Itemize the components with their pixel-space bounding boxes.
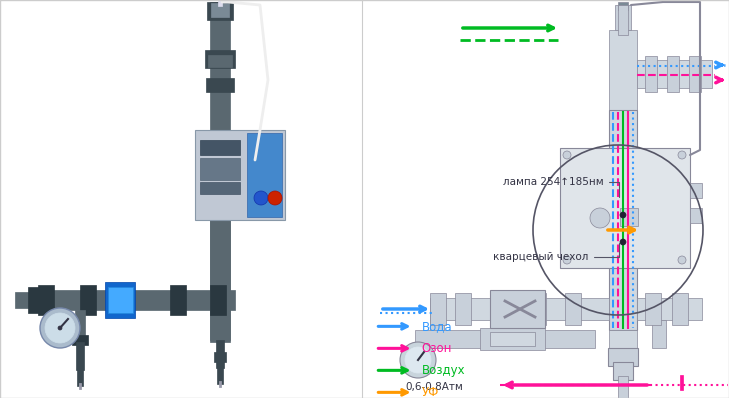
Bar: [430, 320, 444, 348]
Bar: [690, 208, 702, 223]
Bar: [652, 320, 666, 348]
Circle shape: [620, 212, 626, 218]
Bar: [214, 352, 226, 362]
Bar: [210, 285, 226, 315]
Text: Вода: Вода: [421, 320, 452, 333]
Circle shape: [590, 208, 610, 228]
Bar: [645, 56, 657, 92]
Bar: [210, 220, 230, 340]
Bar: [490, 290, 545, 328]
Circle shape: [563, 256, 571, 264]
Text: лампа 254↑185нм: лампа 254↑185нм: [503, 177, 619, 197]
Bar: [75, 310, 85, 340]
Bar: [609, 330, 637, 350]
Text: кварцевый чехол: кварцевый чехол: [493, 243, 619, 262]
Bar: [565, 293, 581, 325]
Bar: [615, 5, 631, 30]
Bar: [206, 78, 234, 92]
Bar: [430, 293, 446, 325]
Text: Воздух: Воздух: [421, 364, 465, 377]
Bar: [637, 60, 712, 88]
Bar: [72, 335, 88, 345]
Bar: [207, 2, 233, 20]
Bar: [247, 133, 282, 217]
Bar: [195, 130, 285, 220]
Circle shape: [58, 326, 62, 330]
Bar: [415, 343, 421, 351]
Bar: [210, 2, 230, 342]
Bar: [200, 182, 240, 194]
Bar: [200, 158, 240, 180]
Bar: [415, 330, 595, 348]
Bar: [645, 293, 661, 325]
Bar: [205, 50, 235, 68]
Circle shape: [400, 342, 436, 378]
Bar: [218, 1, 222, 6]
Bar: [680, 375, 683, 390]
Bar: [105, 282, 135, 318]
Circle shape: [563, 151, 571, 159]
Text: Озон: Озон: [421, 342, 452, 355]
Bar: [217, 364, 223, 384]
Bar: [455, 293, 471, 325]
Circle shape: [678, 256, 686, 264]
Bar: [208, 55, 232, 67]
Bar: [200, 140, 240, 155]
Bar: [430, 298, 609, 320]
Bar: [77, 366, 83, 386]
Bar: [216, 340, 224, 368]
Bar: [80, 285, 96, 315]
Circle shape: [40, 308, 80, 348]
Bar: [480, 328, 545, 350]
Bar: [40, 290, 235, 310]
Bar: [667, 56, 679, 92]
Bar: [108, 287, 133, 313]
Bar: [28, 287, 43, 313]
Bar: [608, 348, 638, 366]
Bar: [57, 310, 63, 328]
Bar: [530, 293, 546, 325]
Bar: [490, 332, 535, 346]
Bar: [15, 292, 30, 308]
Bar: [609, 110, 637, 330]
Text: 0,6-0,8Атм: 0,6-0,8Атм: [405, 382, 463, 392]
Bar: [560, 148, 690, 268]
Bar: [38, 285, 54, 315]
Bar: [637, 298, 702, 320]
Bar: [618, 2, 628, 10]
Bar: [170, 285, 186, 315]
Circle shape: [678, 151, 686, 159]
Bar: [76, 342, 84, 370]
Circle shape: [45, 313, 75, 343]
Bar: [618, 5, 628, 35]
Bar: [211, 3, 229, 17]
Circle shape: [254, 191, 268, 205]
Circle shape: [405, 347, 431, 373]
Bar: [613, 362, 633, 380]
Bar: [672, 293, 688, 325]
Bar: [618, 376, 628, 398]
Bar: [620, 208, 638, 226]
Bar: [690, 183, 702, 198]
Bar: [115, 285, 131, 315]
Text: УФ: УФ: [421, 386, 439, 398]
Circle shape: [268, 191, 282, 205]
Bar: [609, 30, 637, 110]
Bar: [689, 56, 701, 92]
Circle shape: [620, 239, 626, 245]
Bar: [490, 293, 506, 325]
